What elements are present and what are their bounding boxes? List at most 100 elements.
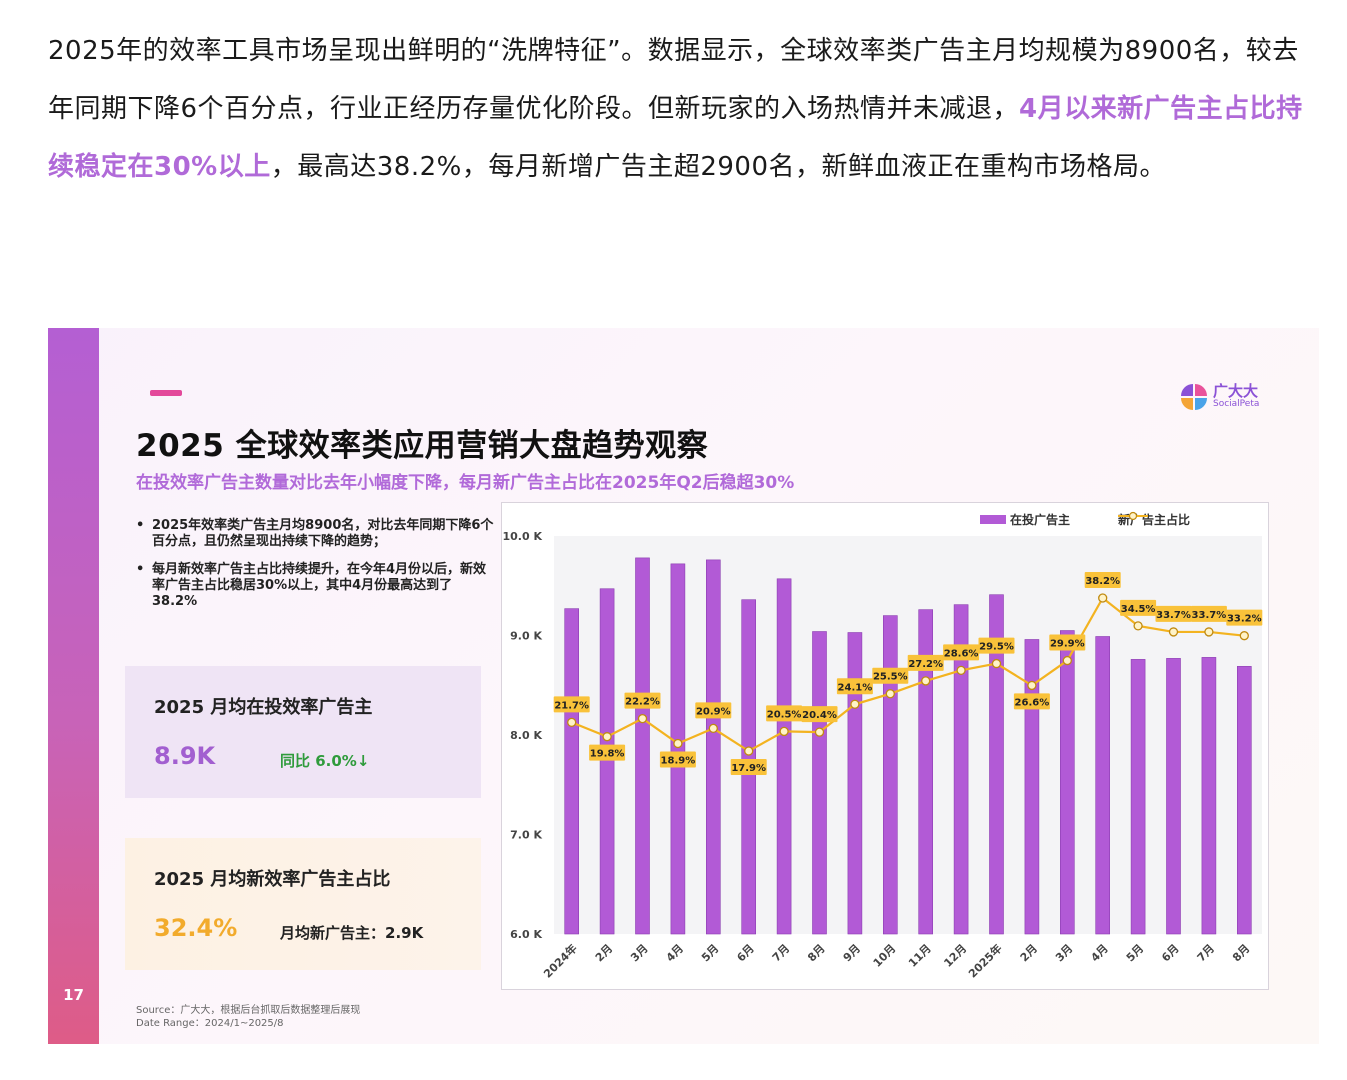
ratio-label-bg: [1084, 572, 1121, 588]
ratio-label-bg: [836, 678, 873, 695]
bar: [1095, 636, 1111, 935]
ratio-data-label: 34.5%: [1121, 604, 1156, 615]
x-tick-label: 2024年: [540, 941, 579, 980]
ratio-point: [1239, 631, 1249, 641]
ratio-label-bg: [553, 696, 590, 713]
kpi-card-advertisers: 2025 月均在投效率广告主 8.9K 同比 6.0%↓: [125, 666, 481, 798]
ratio-point: [921, 676, 931, 686]
ratio-label-bg: [1049, 634, 1086, 651]
legend-bar-swatch: [980, 515, 1006, 524]
insight-bullets: 2025年效率类广告主月均8900名，对比去年同期下降6个百分点，且仍然呈现出持…: [134, 518, 494, 622]
kpi-card-title: 2025 月均在投效率广告主: [154, 697, 373, 718]
x-tick-label: 11月: [906, 942, 934, 970]
x-tick-label: 2025年: [965, 941, 1004, 980]
kpi-card-yoy: 同比 6.0%↓: [280, 752, 370, 770]
x-tick-label: 8月: [805, 942, 827, 964]
brand-logo: 广大大 SocialPeta: [1181, 383, 1259, 410]
x-tick-label: 9月: [841, 942, 863, 964]
ratio-point: [956, 665, 966, 676]
source-text: Source：广大大，根据后台抓取后数据整理后展现: [136, 1005, 361, 1016]
bar: [564, 608, 580, 935]
ratio-data-label: 29.5%: [979, 642, 1014, 653]
intro-paragraph: 2025年的效率工具市场呈现出鲜明的“洗牌特征”。数据显示，全球效率类广告主月均…: [48, 22, 1318, 196]
ratio-point: [708, 723, 718, 734]
logo-name-en: SocialPeta: [1213, 399, 1260, 409]
x-tick-label: 5月: [1124, 942, 1146, 964]
socialpeta-logo-icon: [1181, 383, 1207, 410]
ratio-label-bg: [872, 667, 909, 684]
x-tick-label: 2月: [1018, 942, 1040, 964]
legend-line-swatch: [1118, 511, 1148, 521]
logo-name-cn: 广大大: [1213, 382, 1259, 400]
kpi-card-note: 月均新广告主：2.9K: [280, 924, 424, 942]
ratio-data-label: 20.5%: [767, 709, 802, 720]
ratio-point: [673, 738, 683, 749]
bar: [812, 631, 827, 935]
ratio-label-bg: [766, 705, 803, 722]
ratio-point: [637, 713, 648, 724]
ratio-label-bg: [1190, 605, 1227, 622]
bar: [1130, 659, 1146, 935]
bar: [953, 604, 969, 935]
intro-highlight: 4月以来新广告主占比持续稳定在30%以上: [48, 94, 1303, 182]
source-note: Source：广大大，根据后台抓取后数据整理后展现 Date Range：202…: [136, 1004, 360, 1030]
x-tick-label: 4月: [1088, 942, 1110, 964]
ratio-data-label: 26.6%: [1015, 697, 1050, 708]
kpi-card-title: 2025 月均新效率广告主占比: [154, 869, 391, 890]
ratio-data-label: 33.7%: [1192, 610, 1227, 621]
report-slide: 17 广大大 SocialPeta 2025 全球效率类应用营销大盘趋势观察 在…: [48, 328, 1319, 1044]
ratio-line: [571, 596, 1245, 753]
ratio-point: [567, 717, 577, 728]
ratio-point: [1098, 593, 1108, 603]
bar: [847, 632, 863, 935]
ratio-data-label: 38.2%: [1085, 576, 1120, 587]
kpi-card-value: 8.9K: [154, 742, 216, 770]
bar: [635, 557, 650, 935]
bar: [882, 615, 898, 935]
x-tick-label: 7月: [1195, 942, 1217, 964]
y-tick-label: 6.0 K: [510, 928, 542, 941]
intro-text-1: 2025年的效率工具市场呈现出鲜明的“洗牌特征”。数据显示，全球效率类广告主月均…: [48, 36, 1299, 124]
bar: [1236, 666, 1252, 935]
ratio-data-label: 20.4%: [802, 710, 837, 721]
bar: [670, 563, 686, 935]
ratio-data-label: 17.9%: [731, 763, 766, 774]
y-tick-label: 10.0 K: [503, 530, 543, 543]
ratio-data-label: 29.9%: [1050, 639, 1085, 650]
slide-sidebar: 17: [48, 328, 99, 1044]
x-tick-label: 2月: [593, 942, 615, 964]
x-tick-label: 5月: [699, 942, 721, 964]
x-tick-label: 10月: [871, 942, 899, 970]
ratio-data-label: 28.6%: [944, 648, 979, 659]
legend-item-bars: 在投广告主: [980, 511, 1070, 528]
ratio-point: [850, 699, 860, 709]
bar: [1059, 630, 1075, 935]
ratio-point: [602, 732, 612, 742]
x-tick-label: 6月: [1159, 942, 1181, 964]
bar: [989, 594, 1004, 935]
ratio-label-bg: [730, 759, 767, 775]
ratio-point: [1027, 680, 1037, 691]
y-tick-label: 8.0 K: [510, 729, 542, 742]
chart-canvas: 10.0 K 9.0 K 8.0 K 7.0 K 6.0 K 21.7% 19.8% 22.2…: [503, 530, 1263, 981]
ratio-label-bg: [624, 692, 661, 709]
ratio-point: [744, 746, 754, 756]
ratio-label-bg: [659, 751, 696, 768]
ratio-point: [1168, 627, 1179, 637]
ratio-point: [885, 689, 895, 699]
ratio-point: [779, 726, 789, 737]
ratio-point: [814, 727, 825, 737]
x-tick-label: 6月: [734, 942, 756, 964]
ratio-label-bg: [801, 706, 838, 723]
ratio-point: [1062, 655, 1072, 666]
slide-title: 2025 全球效率类应用营销大盘趋势观察: [136, 428, 709, 464]
ratio-data-label: 18.9%: [661, 755, 696, 766]
ratio-data-label: 21.7%: [554, 700, 589, 711]
x-tick-label: 8月: [1230, 942, 1252, 964]
legend-bar-label: 在投广告主: [1010, 513, 1071, 527]
date-range-text: Date Range：2024/1~2025/8: [136, 1018, 284, 1029]
bar: [1024, 639, 1040, 935]
ratio-label-bg: [1226, 609, 1263, 626]
ratio-data-label: 25.5%: [873, 672, 908, 683]
